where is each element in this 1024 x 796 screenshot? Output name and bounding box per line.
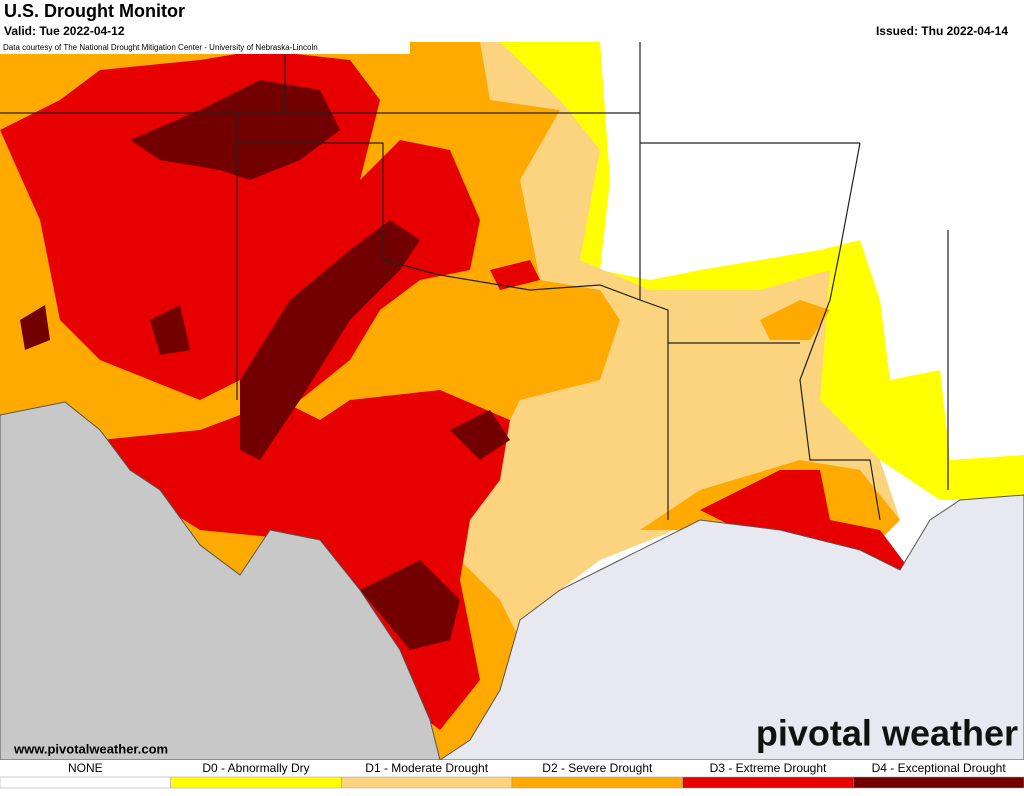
legend-swatch (682, 776, 854, 789)
valid-date: Valid: Tue 2022-04-12 (4, 24, 125, 38)
brand-watermark: pivotal weather (756, 713, 1018, 754)
d3-area (0, 50, 910, 730)
gulf-of-mexico (438, 494, 1024, 761)
legend-swatch (170, 776, 342, 789)
legend-label: D1 - Moderate Drought (365, 761, 488, 775)
issued-date: Issued: Thu 2022-04-14 (876, 24, 1008, 38)
legend-swatch (511, 776, 683, 789)
mexico (0, 401, 441, 761)
legend-swatch (341, 776, 513, 789)
header-background (0, 0, 1024, 42)
d4-area (20, 80, 510, 650)
courtesy-background (0, 42, 410, 54)
legend-label: D3 - Extreme Drought (710, 761, 827, 775)
map (0, 42, 1024, 761)
legend: NONE D0 - Abnormally Dry D1 - Moderate Dro… (0, 760, 1024, 791)
d0-area (470, 42, 1024, 500)
courtesy: Data courtesy of The National Drought Mi… (3, 43, 318, 52)
title: U.S. Drought Monitor (4, 1, 185, 21)
legend-label: D2 - Severe Drought (542, 761, 653, 775)
website: www.pivotalweather.com (13, 741, 168, 756)
legend-label: NONE (68, 761, 103, 775)
legend-swatch (853, 776, 1024, 789)
legend-swatch (0, 776, 171, 789)
legend-label: D4 - Exceptional Drought (872, 761, 1007, 775)
legend-label: D0 - Abnormally Dry (202, 761, 309, 775)
state-borders (0, 42, 949, 521)
